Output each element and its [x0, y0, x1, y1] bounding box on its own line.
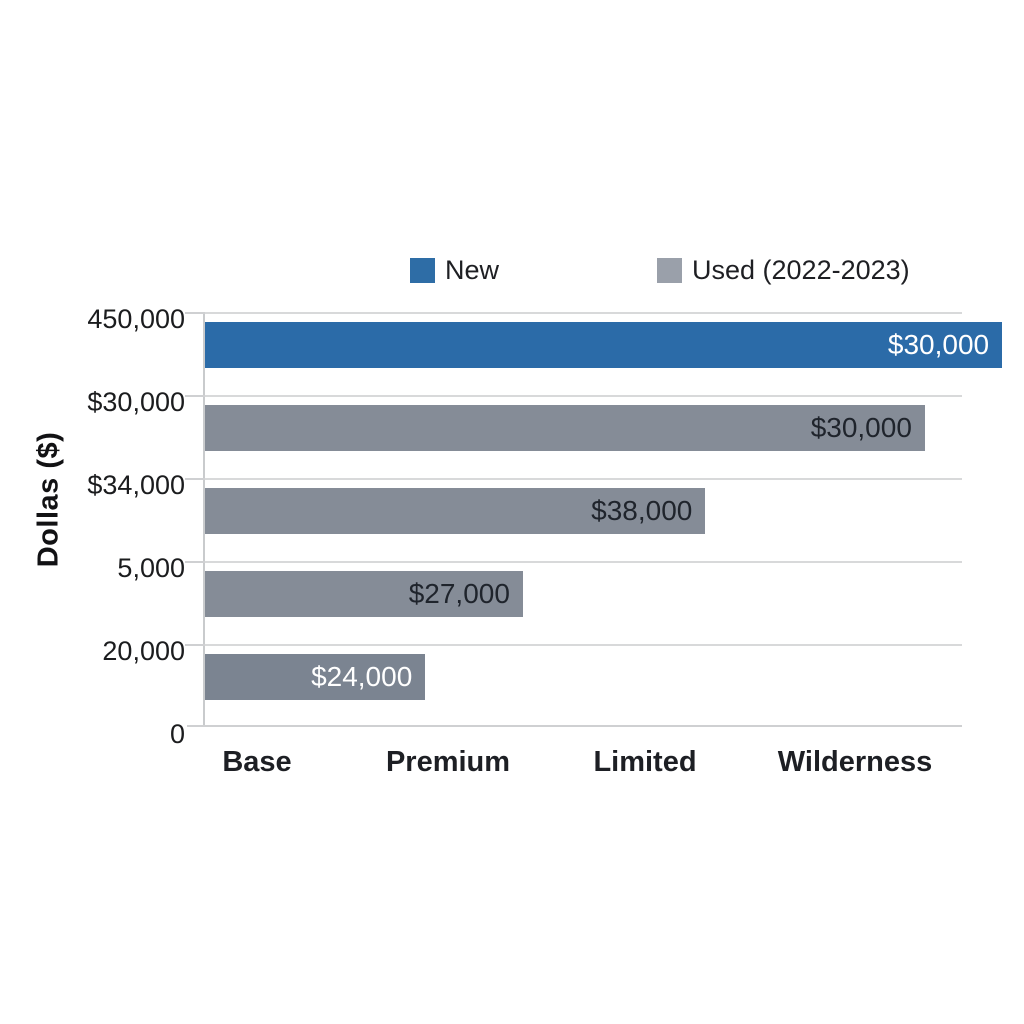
legend-item-new: New: [410, 255, 499, 286]
gridline: [205, 478, 962, 480]
gridline: [205, 644, 962, 646]
bar-row-4-used: $27,000: [205, 571, 523, 617]
bar-row-5-used: $24,000: [205, 654, 426, 700]
legend-swatch-used-icon: [657, 258, 682, 283]
x-category-label-premium: Premium: [385, 746, 511, 778]
y-tick-label: 5,000: [117, 553, 185, 583]
x-axis-line: [187, 725, 962, 727]
y-tick-label: 0: [169, 719, 185, 749]
y-tick-label: $34,000: [87, 470, 185, 500]
legend-label-new: New: [445, 255, 500, 285]
y-axis-tick: [185, 644, 205, 646]
y-tick-label: 20,000: [102, 636, 185, 666]
x-category-label-wilderness: Wilderness: [777, 746, 933, 778]
bar-value-label: $38,000: [591, 495, 693, 526]
legend-item-used: Used (2022-2023): [657, 255, 910, 286]
y-axis-tick: [185, 478, 205, 480]
x-category-label-limited: Limited: [593, 746, 697, 778]
y-axis-tick: [185, 395, 205, 397]
legend-swatch-new-icon: [410, 258, 435, 283]
gridline: [205, 561, 962, 563]
y-axis-tick: [185, 312, 205, 314]
x-category-label-base: Base: [222, 746, 292, 778]
plot-area: $30,000 $30,000 $38,000 $27,000 $24,000: [185, 312, 1003, 727]
bar-value-label: $30,000: [887, 329, 990, 360]
y-axis-tick: [185, 561, 205, 563]
bar-value-label: $24,000: [311, 661, 413, 692]
legend-label-used: Used (2022-2023): [692, 255, 910, 285]
bar-row-1-new: $30,000: [205, 322, 1003, 368]
bar-row-3-used: $38,000: [205, 488, 706, 534]
y-tick-label: 450,000: [87, 304, 185, 334]
y-tick-label: $30,000: [87, 387, 185, 417]
bar-row-2-used: $30,000: [205, 405, 925, 451]
bar-value-label: $27,000: [408, 578, 510, 609]
gridline: [205, 395, 962, 397]
bar-value-label: $30,000: [810, 412, 912, 443]
gridline: [205, 312, 962, 314]
